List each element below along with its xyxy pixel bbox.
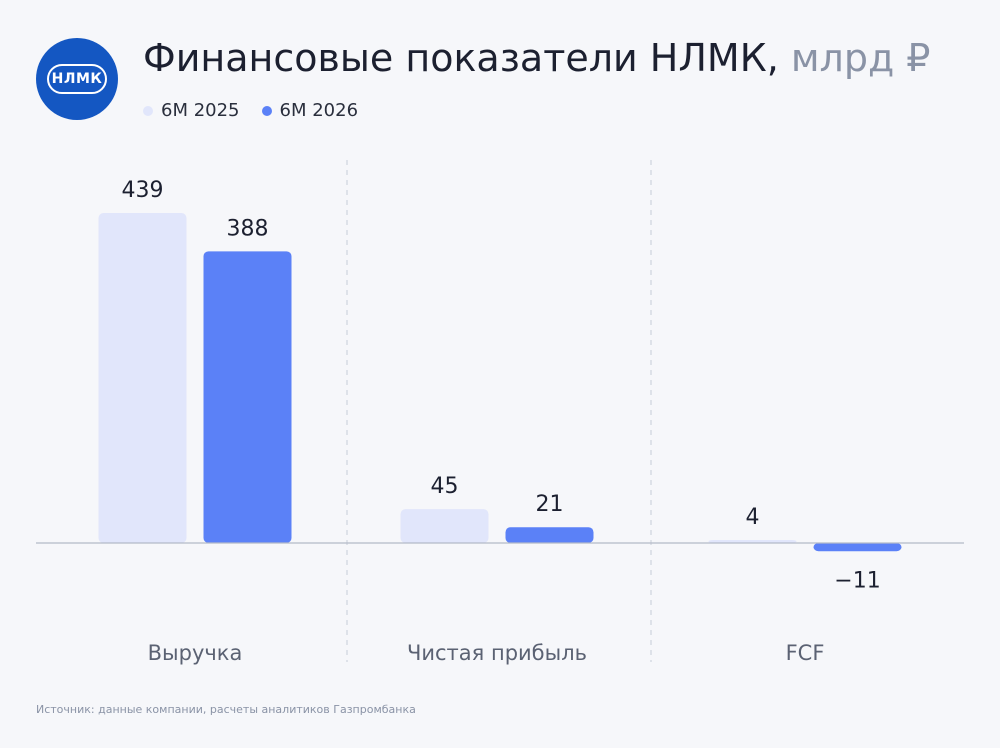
category-label: Чистая прибыль	[407, 641, 587, 665]
data-label: 21	[536, 492, 564, 517]
legend-item-2025: 6М 2025	[143, 100, 240, 121]
bar-2025	[400, 509, 489, 543]
data-label: 439	[122, 178, 164, 203]
category-label: Выручка	[148, 641, 243, 665]
chart-title: Финансовые показатели НЛМК, млрд ₽	[143, 36, 930, 80]
category-label: FCF	[786, 641, 825, 665]
legend-swatch-2026	[261, 105, 272, 116]
legend: 6М 2025 6М 2026	[143, 100, 358, 121]
title-unit: млрд ₽	[790, 36, 931, 80]
bar-2026	[813, 543, 902, 552]
legend-label-2026: 6М 2026	[279, 100, 359, 121]
nlmk-logo: НЛМК	[36, 38, 118, 120]
title-main: Финансовые показатели НЛМК,	[143, 36, 779, 80]
legend-swatch-2025	[143, 105, 153, 116]
bar-2025	[708, 539, 797, 543]
source-note: Источник: данные компании, расчеты анали…	[36, 703, 416, 716]
data-label: 4	[746, 505, 760, 530]
data-label: 45	[431, 474, 459, 499]
legend-label-2025: 6М 2025	[161, 100, 240, 121]
bar-2026	[505, 527, 594, 543]
bar-2026	[203, 251, 292, 543]
bar-2025	[98, 213, 187, 543]
data-label: 388	[227, 216, 269, 241]
legend-item-2026: 6М 2026	[261, 100, 359, 121]
data-label: −11	[834, 568, 880, 593]
logo-text: НЛМК	[47, 64, 107, 94]
